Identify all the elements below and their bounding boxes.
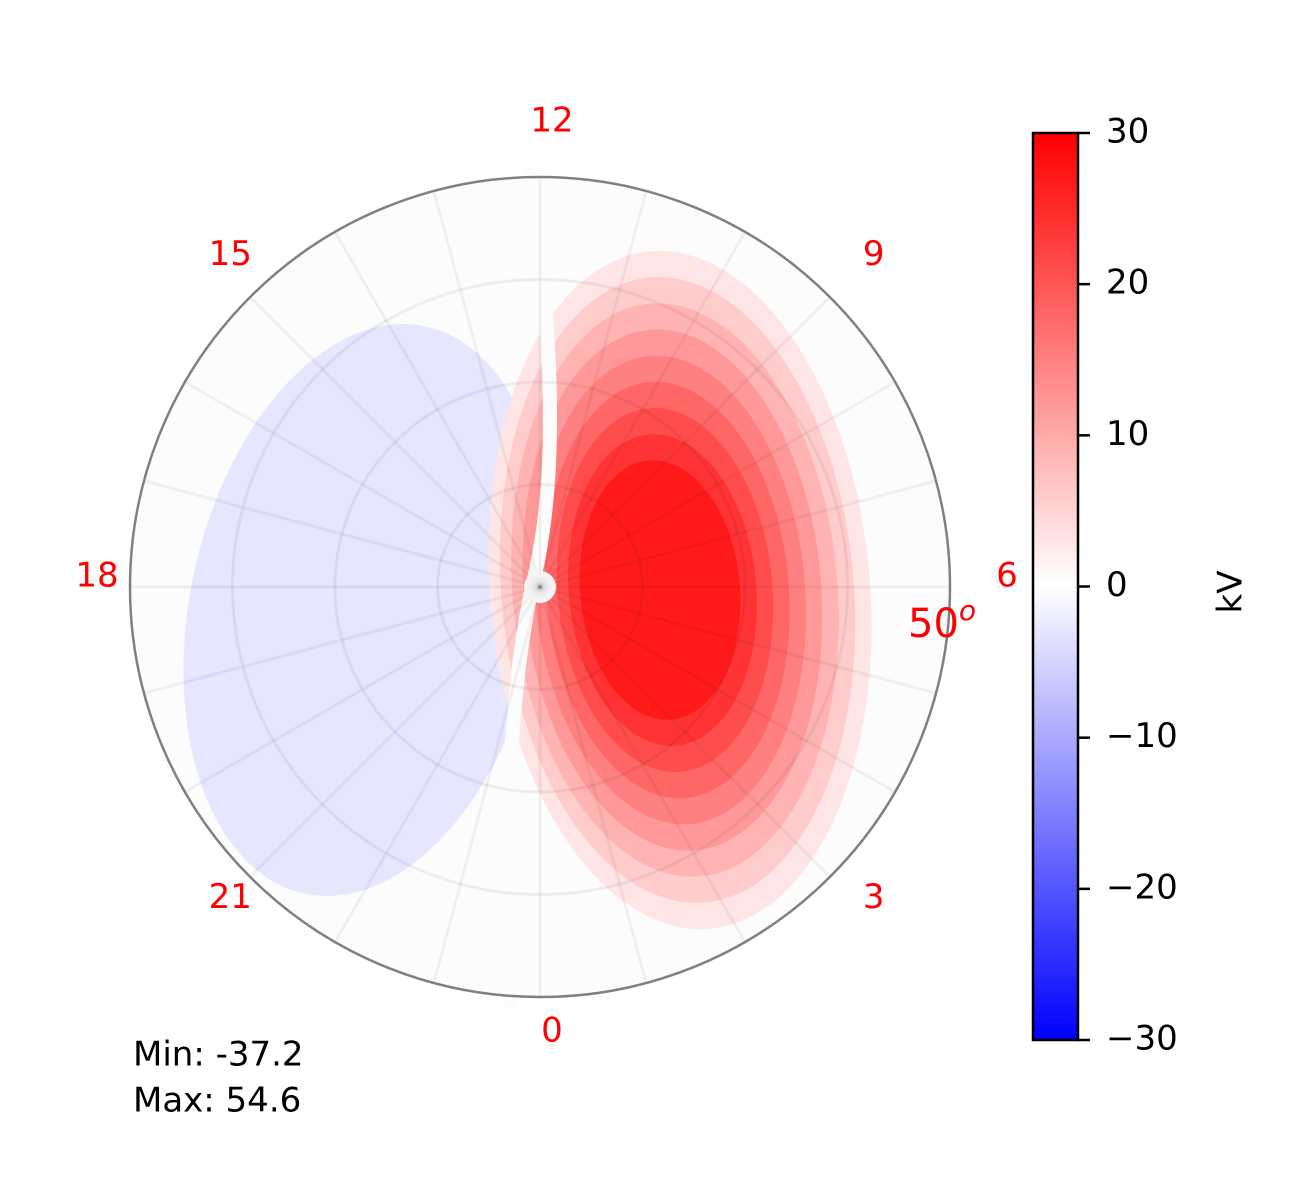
colorbar-tick-label: −10 (1106, 716, 1178, 756)
colorbar-label: kV (1211, 571, 1251, 614)
radial-line (538, 190, 648, 588)
contour-band (183, 324, 547, 896)
radial-line (249, 296, 542, 589)
hour-label: 21 (209, 877, 252, 917)
radial-line (143, 585, 541, 695)
radial-line (249, 585, 542, 878)
colorbar (1031, 131, 1080, 1042)
hour-label: 15 (209, 234, 252, 274)
radial-line (539, 380, 896, 589)
hour-label: 6 (996, 556, 1018, 596)
hour-label: 18 (75, 556, 118, 596)
radial-line (143, 479, 541, 589)
radial-line (333, 231, 542, 588)
radial-line (539, 585, 937, 695)
lat-circle (231, 278, 849, 896)
radial-line (539, 585, 896, 794)
colorbar-tick-label: 0 (1106, 565, 1128, 605)
annotation: Min: -37.2 (133, 1035, 304, 1075)
radial-line (184, 585, 541, 794)
hour-label: 0 (541, 1011, 563, 1051)
lat-value: 50 (908, 601, 959, 647)
radial-line (538, 585, 831, 878)
polar-frame (128, 175, 952, 999)
radial-line (432, 586, 542, 984)
radial-line (538, 586, 648, 984)
lat-label: 50o (908, 594, 976, 647)
contour-band (579, 460, 741, 720)
lat-circle (333, 380, 747, 794)
radial-line (538, 231, 747, 588)
hour-label: 9 (863, 234, 885, 274)
hour-label: 3 (863, 877, 885, 917)
lat-unit: o (959, 594, 976, 627)
colorbar-tick-label: 10 (1106, 414, 1149, 454)
lat-circle (436, 483, 644, 691)
radial-line (432, 190, 542, 588)
radial-line (333, 586, 542, 943)
colorbar-tick-label: −20 (1106, 867, 1178, 907)
radial-line (184, 380, 541, 589)
colorbar-tick-label: −30 (1106, 1019, 1178, 1059)
hour-label: 12 (530, 101, 573, 141)
radial-line (538, 586, 747, 943)
annotation: Max: 54.6 (133, 1081, 301, 1121)
radial-line (539, 479, 937, 589)
colorbar-tick-label: 30 (1106, 112, 1149, 152)
colorbar-tick-label: 20 (1106, 263, 1149, 303)
pole (524, 571, 556, 603)
radial-line (538, 296, 831, 589)
